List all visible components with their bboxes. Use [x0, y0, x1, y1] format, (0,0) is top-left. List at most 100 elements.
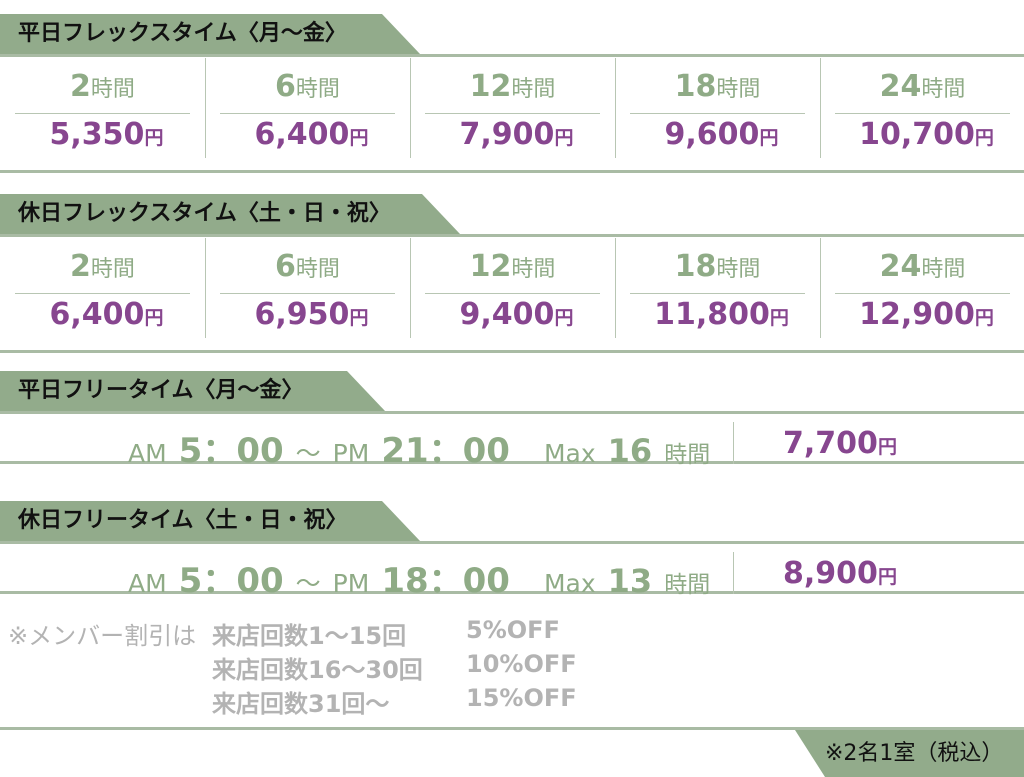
price-number: 7,700 [783, 426, 878, 461]
underline [835, 113, 1010, 114]
discount-condition: 来店回数1〜15回 [212, 616, 406, 651]
price: 7,700円 [735, 426, 945, 461]
price: 10,700円 [824, 117, 1024, 152]
column-divider [205, 58, 206, 158]
price-number: 6,400 [49, 297, 145, 332]
column-divider [733, 552, 734, 594]
hours-unit: 時間 [295, 77, 340, 102]
price-number: 9,600 [664, 117, 760, 152]
section-title: 休日フリータイム〈土・日・祝〉 [18, 508, 348, 533]
price: 9,600円 [619, 117, 824, 152]
divider [0, 350, 1024, 353]
price: 9,400円 [414, 297, 619, 332]
condition-text: 来店回数16〜30回 [212, 656, 423, 684]
price-number: 11,800 [654, 297, 770, 332]
discount-rate: 15%OFF [466, 684, 577, 712]
price: 12,900円 [824, 297, 1024, 332]
start-label: AM [128, 439, 167, 468]
hours: 24時間 [820, 249, 1024, 284]
notes-prefix: ※メンバー割引は [8, 616, 196, 651]
price-number: 8,900 [783, 556, 878, 591]
price-number: 7,900 [459, 117, 555, 152]
underline [425, 113, 600, 114]
hours-unit: 時間 [511, 257, 556, 282]
divider [0, 170, 1024, 173]
section-title: 休日フレックスタイム〈土・日・祝〉 [18, 201, 391, 226]
hours-unit: 時間 [90, 77, 135, 102]
column-divider [733, 422, 734, 464]
underline [15, 113, 190, 114]
divider [0, 234, 1024, 237]
notes-prefix-text: ※メンバー割引は [8, 622, 197, 650]
column-divider [410, 58, 411, 158]
footer-text: ※2名1室（税込） [825, 741, 1004, 766]
free-time: AM 5：00 〜 PM 18：00 Max 13 時間 [128, 553, 722, 602]
end-time: 18：00 [381, 561, 510, 601]
discount-text: 10%OFF [466, 650, 577, 678]
price-unit: 円 [877, 436, 897, 458]
hours-unit: 時間 [511, 77, 556, 102]
price: 8,900円 [735, 556, 945, 591]
hours-unit: 時間 [921, 77, 966, 102]
max-hours: 13 [607, 562, 653, 600]
underline [630, 113, 805, 114]
hours-unit: 時間 [90, 257, 135, 282]
end-label: PM [332, 439, 370, 468]
underline [630, 293, 805, 294]
price-unit: 円 [974, 127, 994, 149]
underline [220, 293, 395, 294]
underline [15, 293, 190, 294]
hours: 18時間 [615, 69, 820, 104]
section-tab: 平日フレックスタイム〈月〜金〉 [0, 14, 420, 54]
price-unit: 円 [877, 566, 897, 588]
end-label: PM [332, 569, 370, 598]
column-divider [410, 238, 411, 338]
hours-unit: 時間 [716, 77, 761, 102]
divider [0, 411, 1024, 414]
separator: 〜 [295, 569, 321, 598]
max-label: Max [543, 569, 596, 598]
price-number: 6,950 [254, 297, 350, 332]
hours-number: 18 [674, 69, 717, 104]
price-unit: 円 [554, 127, 574, 149]
discount-text: 5%OFF [466, 616, 560, 644]
divider [0, 461, 1024, 464]
max-unit: 時間 [664, 572, 711, 598]
hours: 18時間 [615, 249, 820, 284]
underline [835, 293, 1010, 294]
discount-rate: 5%OFF [466, 616, 560, 644]
hours-number: 6 [275, 69, 296, 104]
price-number: 12,900 [859, 297, 975, 332]
hours: 2時間 [0, 69, 205, 104]
column-divider [820, 238, 821, 338]
max-hours: 16 [607, 432, 653, 470]
hours-unit: 時間 [295, 257, 340, 282]
hours-number: 2 [70, 69, 91, 104]
price: 5,350円 [4, 117, 209, 152]
price-unit: 円 [349, 307, 369, 329]
hours: 12時間 [410, 69, 615, 104]
price-number: 5,350 [49, 117, 145, 152]
underline [220, 113, 395, 114]
hours-number: 24 [879, 249, 922, 284]
footer-tab: ※2名1室（税込） [795, 730, 1024, 777]
discount-condition: 来店回数16〜30回 [212, 650, 423, 685]
price-unit: 円 [759, 127, 779, 149]
hours-number: 2 [70, 249, 91, 284]
section-tab: 平日フリータイム〈月〜金〉 [0, 371, 385, 411]
start-time: 5：00 [178, 431, 284, 471]
price: 6,400円 [209, 117, 414, 152]
divider [0, 591, 1024, 594]
price-unit: 円 [144, 307, 164, 329]
hours-unit: 時間 [716, 257, 761, 282]
hours-number: 12 [469, 249, 512, 284]
price-unit: 円 [144, 127, 164, 149]
condition-text: 来店回数1〜15回 [212, 622, 407, 650]
divider [0, 541, 1024, 544]
condition-text: 来店回数31回〜 [212, 690, 390, 718]
price-number: 6,400 [254, 117, 350, 152]
price-unit: 円 [349, 127, 369, 149]
discount-rate: 10%OFF [466, 650, 577, 678]
column-divider [205, 238, 206, 338]
section-tab: 休日フレックスタイム〈土・日・祝〉 [0, 194, 460, 234]
